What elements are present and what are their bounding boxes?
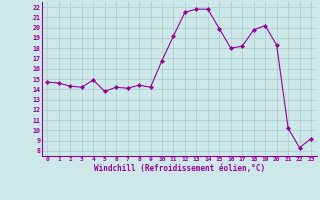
X-axis label: Windchill (Refroidissement éolien,°C): Windchill (Refroidissement éolien,°C) bbox=[94, 164, 265, 173]
